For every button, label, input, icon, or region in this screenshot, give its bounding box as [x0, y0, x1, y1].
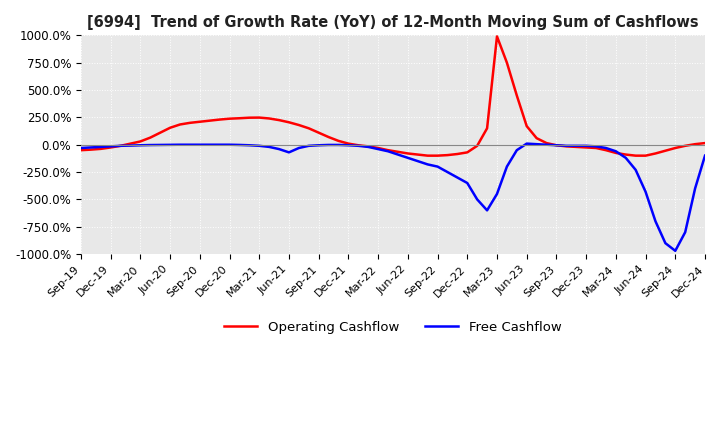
Line: Operating Cashflow: Operating Cashflow	[81, 37, 705, 156]
Free Cashflow	[473, 197, 482, 202]
Operating Cashflow	[334, 138, 343, 143]
Free Cashflow	[671, 248, 680, 253]
Free Cashflow	[334, 142, 343, 147]
Operating Cashflow	[433, 153, 442, 158]
Title: [6994]  Trend of Growth Rate (YoY) of 12-Month Moving Sum of Cashflows: [6994] Trend of Growth Rate (YoY) of 12-…	[87, 15, 699, 30]
Free Cashflow	[76, 145, 85, 150]
Operating Cashflow	[384, 147, 392, 153]
Operating Cashflow	[503, 60, 511, 65]
Operating Cashflow	[76, 147, 85, 153]
Free Cashflow	[423, 162, 432, 167]
Operating Cashflow	[156, 130, 165, 136]
Legend: Operating Cashflow, Free Cashflow: Operating Cashflow, Free Cashflow	[219, 316, 567, 339]
Line: Free Cashflow: Free Cashflow	[81, 143, 705, 251]
Free Cashflow	[384, 149, 392, 154]
Operating Cashflow	[492, 34, 501, 39]
Free Cashflow	[483, 208, 492, 213]
Free Cashflow	[701, 153, 709, 158]
Free Cashflow	[156, 142, 165, 147]
Free Cashflow	[523, 141, 531, 146]
Operating Cashflow	[701, 140, 709, 146]
Operating Cashflow	[483, 126, 492, 131]
Operating Cashflow	[423, 153, 432, 158]
